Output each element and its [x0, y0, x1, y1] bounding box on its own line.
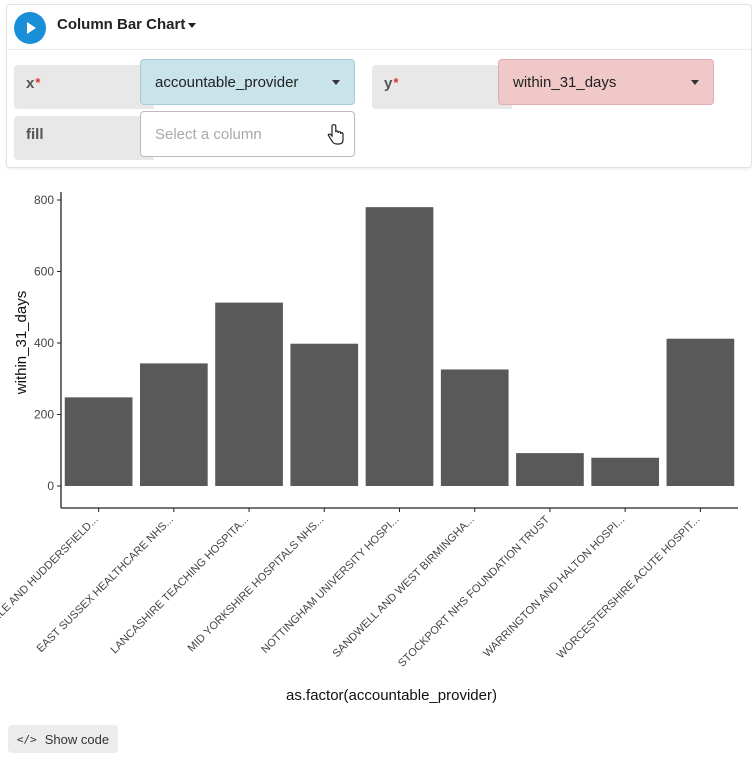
x-label-text: x: [26, 75, 35, 92]
bar: [591, 457, 660, 486]
fill-select-placeholder: Select a column: [155, 125, 262, 143]
y-tick-label: 600: [34, 265, 54, 279]
y-select-value: within_31_days: [513, 73, 617, 91]
fill-label-text: fill: [26, 126, 44, 143]
y-tick-label: 400: [34, 336, 54, 350]
hand-cursor-icon: [327, 124, 344, 145]
y-tick-label: 0: [47, 479, 54, 493]
x-axis-title: as.factor(accountable_provider): [286, 687, 497, 704]
chevron-down-icon: [332, 79, 340, 85]
play-icon: [27, 22, 36, 34]
x-column-select[interactable]: accountable_provider: [140, 59, 355, 105]
bar: [139, 363, 208, 486]
chevron-down-icon: [691, 79, 699, 85]
y-label-text: y: [384, 75, 393, 92]
show-code-button[interactable]: </> Show code: [8, 725, 118, 753]
y-required-mark: *: [393, 75, 399, 90]
chart-type-dropdown[interactable]: Column Bar Chart: [57, 16, 197, 33]
x-arg-label: x*: [14, 65, 154, 109]
fill-column-select[interactable]: Select a column: [140, 111, 355, 157]
x-tick-label: STOCKPORT NHS FOUNDATION TRUST: [396, 513, 552, 669]
x-tick-label: LANCASHIRE TEACHING HOSPITA...: [109, 514, 252, 657]
run-button[interactable]: [14, 12, 46, 44]
block-title: Column Bar Chart: [57, 16, 186, 33]
bar: [440, 369, 509, 486]
bar: [516, 453, 584, 486]
fill-arg-label: fill: [14, 116, 154, 160]
x-select-value: accountable_provider: [155, 73, 299, 91]
bar: [290, 343, 359, 486]
y-axis-title: within_31_days: [13, 291, 30, 395]
x-tick-label: WARRINGTON AND HALTON HOSPI...: [481, 514, 627, 660]
y-tick-label: 800: [34, 193, 54, 207]
bar: [666, 338, 735, 486]
x-required-mark: *: [35, 75, 41, 90]
x-tick-label: NOTTINGHAM UNIVERSITY HOSPI...: [259, 514, 401, 656]
bar: [64, 397, 133, 486]
show-code-label: Show code: [44, 731, 110, 747]
x-tick-label: WORCESTERSHIRE ACUTE HOSPIT...: [555, 514, 703, 662]
y-tick-label: 200: [34, 408, 54, 422]
bar: [215, 302, 283, 486]
caret-down-icon: [188, 23, 197, 28]
bar: [365, 207, 434, 486]
y-arg-label: y*: [372, 65, 512, 109]
code-icon: </>: [16, 732, 37, 746]
block-header: Column Bar Chart: [7, 5, 751, 50]
x-tick-label: MID YORKSHIRE HOSPITALS NHS...: [186, 514, 327, 655]
x-tick-label: EAST SUSSEX HEALTHCARE NHS...: [35, 514, 176, 655]
y-column-select[interactable]: within_31_days: [498, 59, 714, 105]
x-tick-label: SANDWELL AND WEST BIRMINGHA...: [330, 514, 476, 660]
